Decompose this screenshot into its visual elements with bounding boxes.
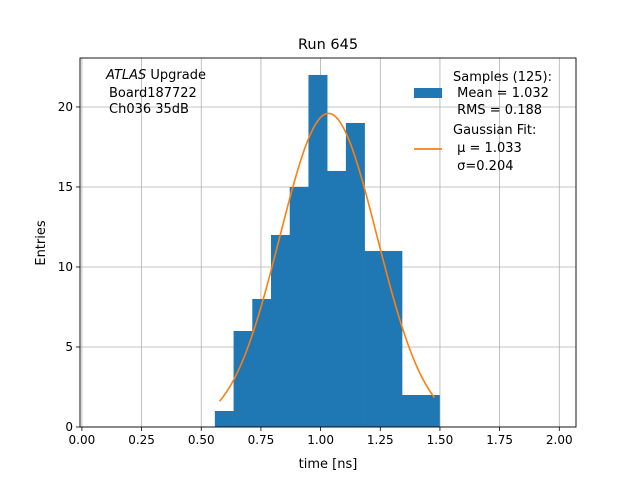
x-tick-label: 1.75 bbox=[486, 433, 513, 447]
legend-fit-line-2: μ = 1.033 bbox=[453, 141, 522, 156]
histogram-bar bbox=[214, 410, 234, 427]
axes-frame bbox=[79, 57, 577, 428]
histogram-bar bbox=[252, 298, 272, 427]
y-tick-label: 5 bbox=[65, 340, 73, 354]
chart-title: Run 645 bbox=[298, 37, 358, 53]
y-axis-label: Entries bbox=[34, 220, 49, 266]
y-tick-label: 20 bbox=[58, 100, 73, 114]
legend-hist-swatch bbox=[414, 88, 442, 98]
histogram-bar bbox=[233, 330, 253, 427]
legend: Samples (125): Mean = 1.032 RMS = 0.188 … bbox=[414, 70, 552, 174]
histogram-bar bbox=[364, 250, 384, 427]
y-tick-label: 10 bbox=[58, 260, 73, 274]
x-tick-label: 1.25 bbox=[367, 433, 394, 447]
legend-hist-line-3: RMS = 0.188 bbox=[453, 103, 542, 118]
histogram-bar bbox=[420, 394, 440, 427]
histogram-bar bbox=[271, 234, 291, 427]
annotation-upgrade: Upgrade bbox=[146, 68, 206, 83]
legend-fit-line-3: σ=0.204 bbox=[453, 159, 513, 174]
x-tick-label: 0.75 bbox=[248, 433, 275, 447]
legend-fit-line-1: Gaussian Fit: bbox=[453, 123, 536, 138]
svg-text:ATLAS Upgrade: ATLAS Upgrade bbox=[105, 68, 206, 83]
histogram-bar bbox=[327, 170, 347, 428]
atlas-annotation: ATLAS Upgrade Board187722 Ch036 35dB bbox=[105, 68, 206, 117]
x-axis-label: time [ns] bbox=[299, 457, 358, 472]
annotation-board: Board187722 bbox=[109, 86, 197, 101]
legend-hist-line-1: Samples (125): bbox=[453, 70, 552, 85]
gaussian-fit-curve bbox=[219, 112, 436, 402]
y-ticks: 0 5 10 15 20 bbox=[58, 100, 80, 434]
x-tick-label: 0.00 bbox=[69, 433, 96, 447]
x-tick-label: 1.50 bbox=[427, 433, 454, 447]
annotation-atlas: ATLAS bbox=[105, 68, 146, 83]
y-tick-label: 15 bbox=[58, 180, 73, 194]
histogram-bar bbox=[402, 394, 422, 427]
x-ticks: 0.00 0.25 0.50 0.75 1.00 1.25 1.50 1.75 2.00 bbox=[69, 427, 573, 447]
histogram-bar bbox=[383, 250, 403, 427]
histogram-bars bbox=[214, 74, 440, 428]
histogram-bar bbox=[308, 74, 328, 427]
y-tick-label: 0 bbox=[65, 420, 73, 434]
annotation-channel: Ch036 35dB bbox=[109, 102, 189, 117]
histogram-bar bbox=[289, 186, 309, 427]
x-tick-label: 0.25 bbox=[128, 433, 155, 447]
legend-hist-line-2: Mean = 1.032 bbox=[453, 86, 549, 101]
histogram-bar bbox=[345, 122, 365, 427]
x-tick-label: 0.50 bbox=[188, 433, 215, 447]
x-tick-label: 1.00 bbox=[307, 433, 334, 447]
x-tick-label: 2.00 bbox=[546, 433, 573, 447]
